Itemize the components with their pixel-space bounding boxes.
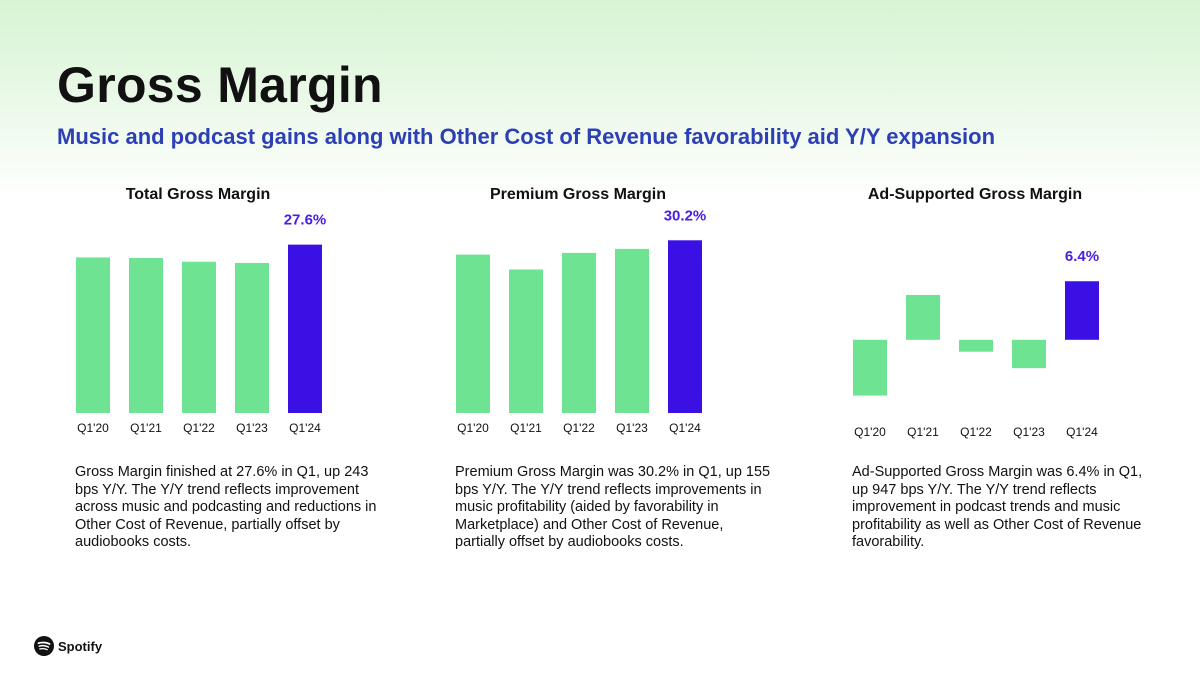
spotify-logo-icon [34,636,54,656]
x-tick-label: Q1'23 [1013,425,1045,439]
bar-q122 [562,252,596,413]
bar-q124 [288,244,322,413]
chart-title: Premium Gross Margin [489,186,667,203]
x-tick-label: Q1'24 [669,421,701,435]
total-gross-margin-chart: Q1'20 Q1'21 Q1'22 Q1'23 27.6% Q1'24 [76,212,327,435]
ad-supported-gross-margin-panel: Ad-Supported Gross Margin Q1'20 Q1'21 Q1'2… [840,180,1180,580]
x-tick-label: Q1'20 [854,425,886,439]
bar-q123 [1012,339,1046,369]
data-label: 27.6% [284,212,327,229]
x-tick-label: Q1'21 [510,421,542,435]
premium-gross-margin-chart: Q1'20 Q1'21 Q1'22 Q1'23 30.2% Q1'24 [456,210,707,435]
bar-q120 [76,257,110,413]
bar-q123 [615,248,649,413]
x-tick-label: Q1'23 [236,421,268,435]
ad-supported-gross-margin-chart: Q1'20 Q1'21 Q1'22 Q1'23 6.4% Q1'24 [853,248,1099,439]
x-tick-label: Q1'21 [130,421,162,435]
bar-q123 [235,262,269,413]
bar-q124 [1065,281,1099,340]
data-label: 6.4% [1065,248,1099,265]
bar-q122 [959,339,993,352]
bar-q121 [129,258,163,413]
chart-description: Premium Gross Margin was 30.2% in Q1, up… [455,464,771,550]
spotify-logo: Spotify [34,636,102,656]
x-tick-label: Q1'22 [183,421,215,435]
data-label: 30.2% [664,210,707,224]
x-tick-label: Q1'20 [77,421,109,435]
bar-q124 [668,240,702,413]
bar-q120 [853,339,887,396]
x-tick-label: Q1'22 [563,421,595,435]
x-tick-label: Q1'24 [289,421,321,435]
bar-q120 [456,254,490,413]
x-tick-label: Q1'22 [960,425,992,439]
page-subtitle: Music and podcast gains along with Other… [57,124,996,149]
spotify-logo-text: Spotify [58,638,103,654]
page-title: Gross Margin [57,57,383,113]
x-tick-label: Q1'20 [457,421,489,435]
chart-description: Gross Margin finished at 27.6% in Q1, up… [75,464,377,550]
chart-title: Total Gross Margin [125,186,271,203]
bar-q121 [509,269,543,413]
x-tick-label: Q1'21 [907,425,939,439]
chart-title: Ad-Supported Gross Margin [867,186,1083,203]
x-tick-label: Q1'23 [616,421,648,435]
total-gross-margin-panel: Total Gross Margin Q1'20 Q1'21 Q1'22 Q1'23 2… [63,180,403,580]
chart-description: Ad-Supported Gross Margin was 6.4% in Q1… [852,464,1143,550]
x-tick-label: Q1'24 [1066,425,1098,439]
bar-q122 [182,261,216,413]
bar-q121 [906,294,940,340]
premium-gross-margin-panel: Premium Gross Margin Q1'20 Q1'21 Q1'22 Q1'2… [443,180,783,580]
